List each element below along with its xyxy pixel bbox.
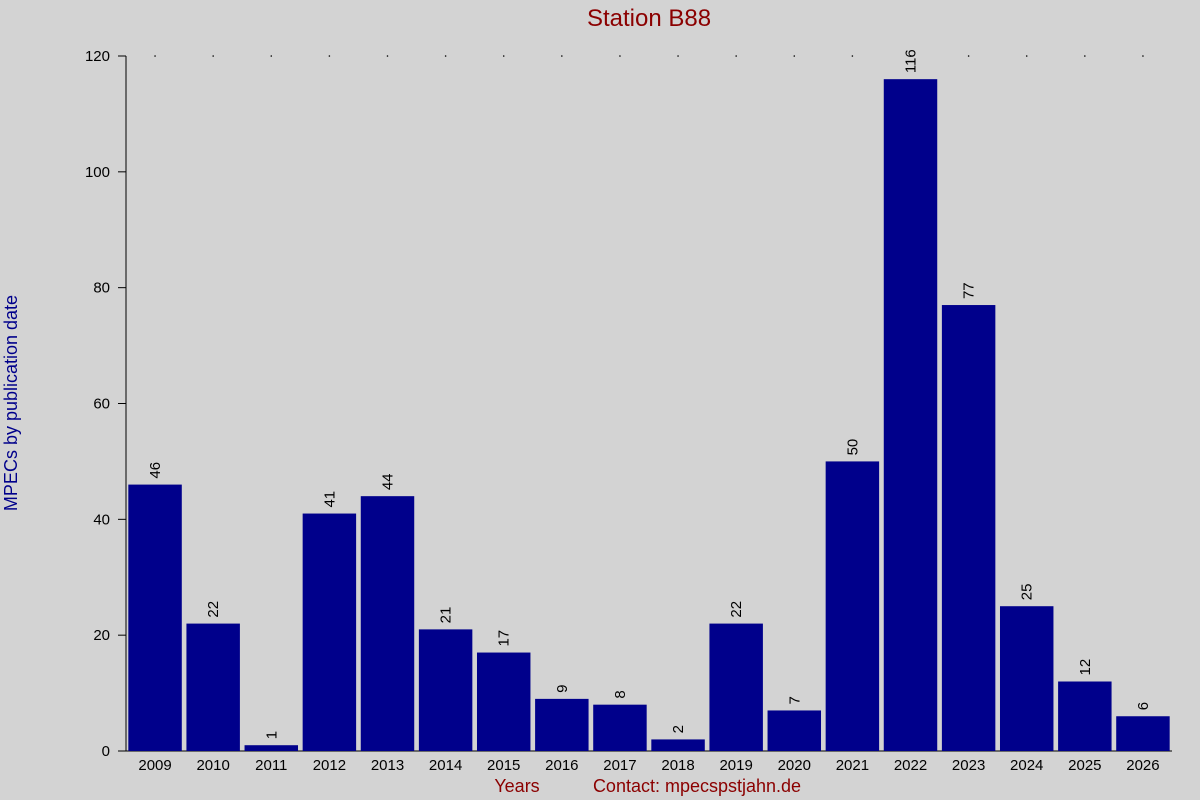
top-dot: [735, 55, 737, 57]
bar: [302, 513, 357, 751]
top-dot: [851, 55, 854, 57]
x-tick-label: 2009: [138, 757, 171, 774]
top-dot: [1025, 55, 1028, 57]
top-dot: [1084, 55, 1086, 57]
x-tick-label: 2011: [255, 757, 287, 774]
contact-note: Contact: mpecspstjahn.de: [593, 776, 801, 796]
y-tick-label: 40: [93, 511, 110, 528]
bar: [999, 606, 1054, 751]
x-tick-label: 2019: [719, 757, 752, 774]
x-tick-label: 2024: [1010, 757, 1043, 774]
x-tick-label: 2020: [778, 757, 811, 774]
value-label: 2: [670, 725, 687, 733]
x-tick-label: 2021: [836, 757, 869, 774]
bar: [360, 496, 415, 751]
value-label: 44: [380, 473, 397, 490]
bar: [1058, 681, 1112, 751]
x-tick-label: 2015: [487, 757, 520, 774]
x-tick-label: 2016: [545, 757, 578, 774]
value-label: 25: [1019, 584, 1036, 601]
value-label: 22: [205, 601, 222, 618]
bar: [767, 710, 822, 751]
y-tick-label: 120: [85, 48, 110, 65]
top-dot: [967, 55, 970, 57]
bar: [593, 704, 647, 751]
value-label: 17: [496, 630, 513, 647]
y-axis-label: MPECs by publication date: [1, 295, 21, 511]
x-tick-label: 2014: [429, 757, 462, 774]
x-tick-label: 2025: [1068, 757, 1101, 774]
y-tick-label: 60: [93, 396, 110, 413]
x-tick-label: 2022: [894, 757, 927, 774]
value-label: 1: [263, 731, 280, 739]
value-label: 21: [438, 607, 455, 624]
x-tick-label: 2026: [1126, 757, 1159, 774]
bar: [883, 79, 938, 751]
bar: [186, 623, 240, 751]
top-dot: [154, 55, 156, 57]
value-label: 6: [1135, 702, 1152, 710]
top-dot: [212, 55, 214, 57]
value-label: 9: [554, 685, 571, 693]
bar: [709, 623, 763, 751]
x-tick-label: 2012: [313, 757, 346, 774]
top-dot: [386, 55, 389, 57]
value-label: 116: [903, 49, 920, 73]
bar: [651, 739, 705, 751]
y-tick-label: 100: [85, 164, 110, 181]
x-tick-label: 2023: [952, 757, 985, 774]
top-dot: [909, 55, 912, 57]
bar: [418, 629, 473, 751]
chart-title: Station B88: [587, 5, 711, 32]
top-dot: [270, 55, 273, 57]
top-dot: [444, 55, 447, 57]
top-dot: [619, 55, 621, 57]
y-tick-label: 80: [93, 280, 110, 297]
top-dot: [1142, 55, 1144, 57]
bar: [244, 745, 299, 751]
x-axis-label: Years: [494, 776, 539, 796]
value-label: 46: [147, 462, 164, 479]
y-tick-label: 20: [93, 627, 110, 644]
x-tick-label: 2010: [196, 757, 229, 774]
top-dot: [502, 55, 505, 57]
bar: [535, 698, 589, 751]
bar: [476, 652, 531, 751]
bar: [941, 305, 996, 751]
value-label: 50: [844, 439, 861, 456]
bar: [1116, 716, 1170, 751]
bar: [825, 461, 880, 751]
y-tick-label: 0: [102, 743, 110, 760]
top-dot: [561, 55, 563, 57]
top-dot: [793, 55, 796, 57]
value-label: 41: [321, 491, 338, 508]
x-tick-label: 2013: [371, 757, 404, 774]
bar: [128, 484, 182, 751]
x-tick-label: 2018: [661, 757, 694, 774]
top-dot: [677, 55, 679, 57]
value-label: 22: [728, 601, 745, 618]
value-label: 8: [612, 690, 629, 698]
x-tick-label: 2017: [603, 757, 636, 774]
value-label: 7: [786, 696, 803, 704]
value-label: 77: [961, 282, 978, 299]
top-dot: [328, 55, 331, 57]
value-label: 12: [1077, 659, 1094, 676]
